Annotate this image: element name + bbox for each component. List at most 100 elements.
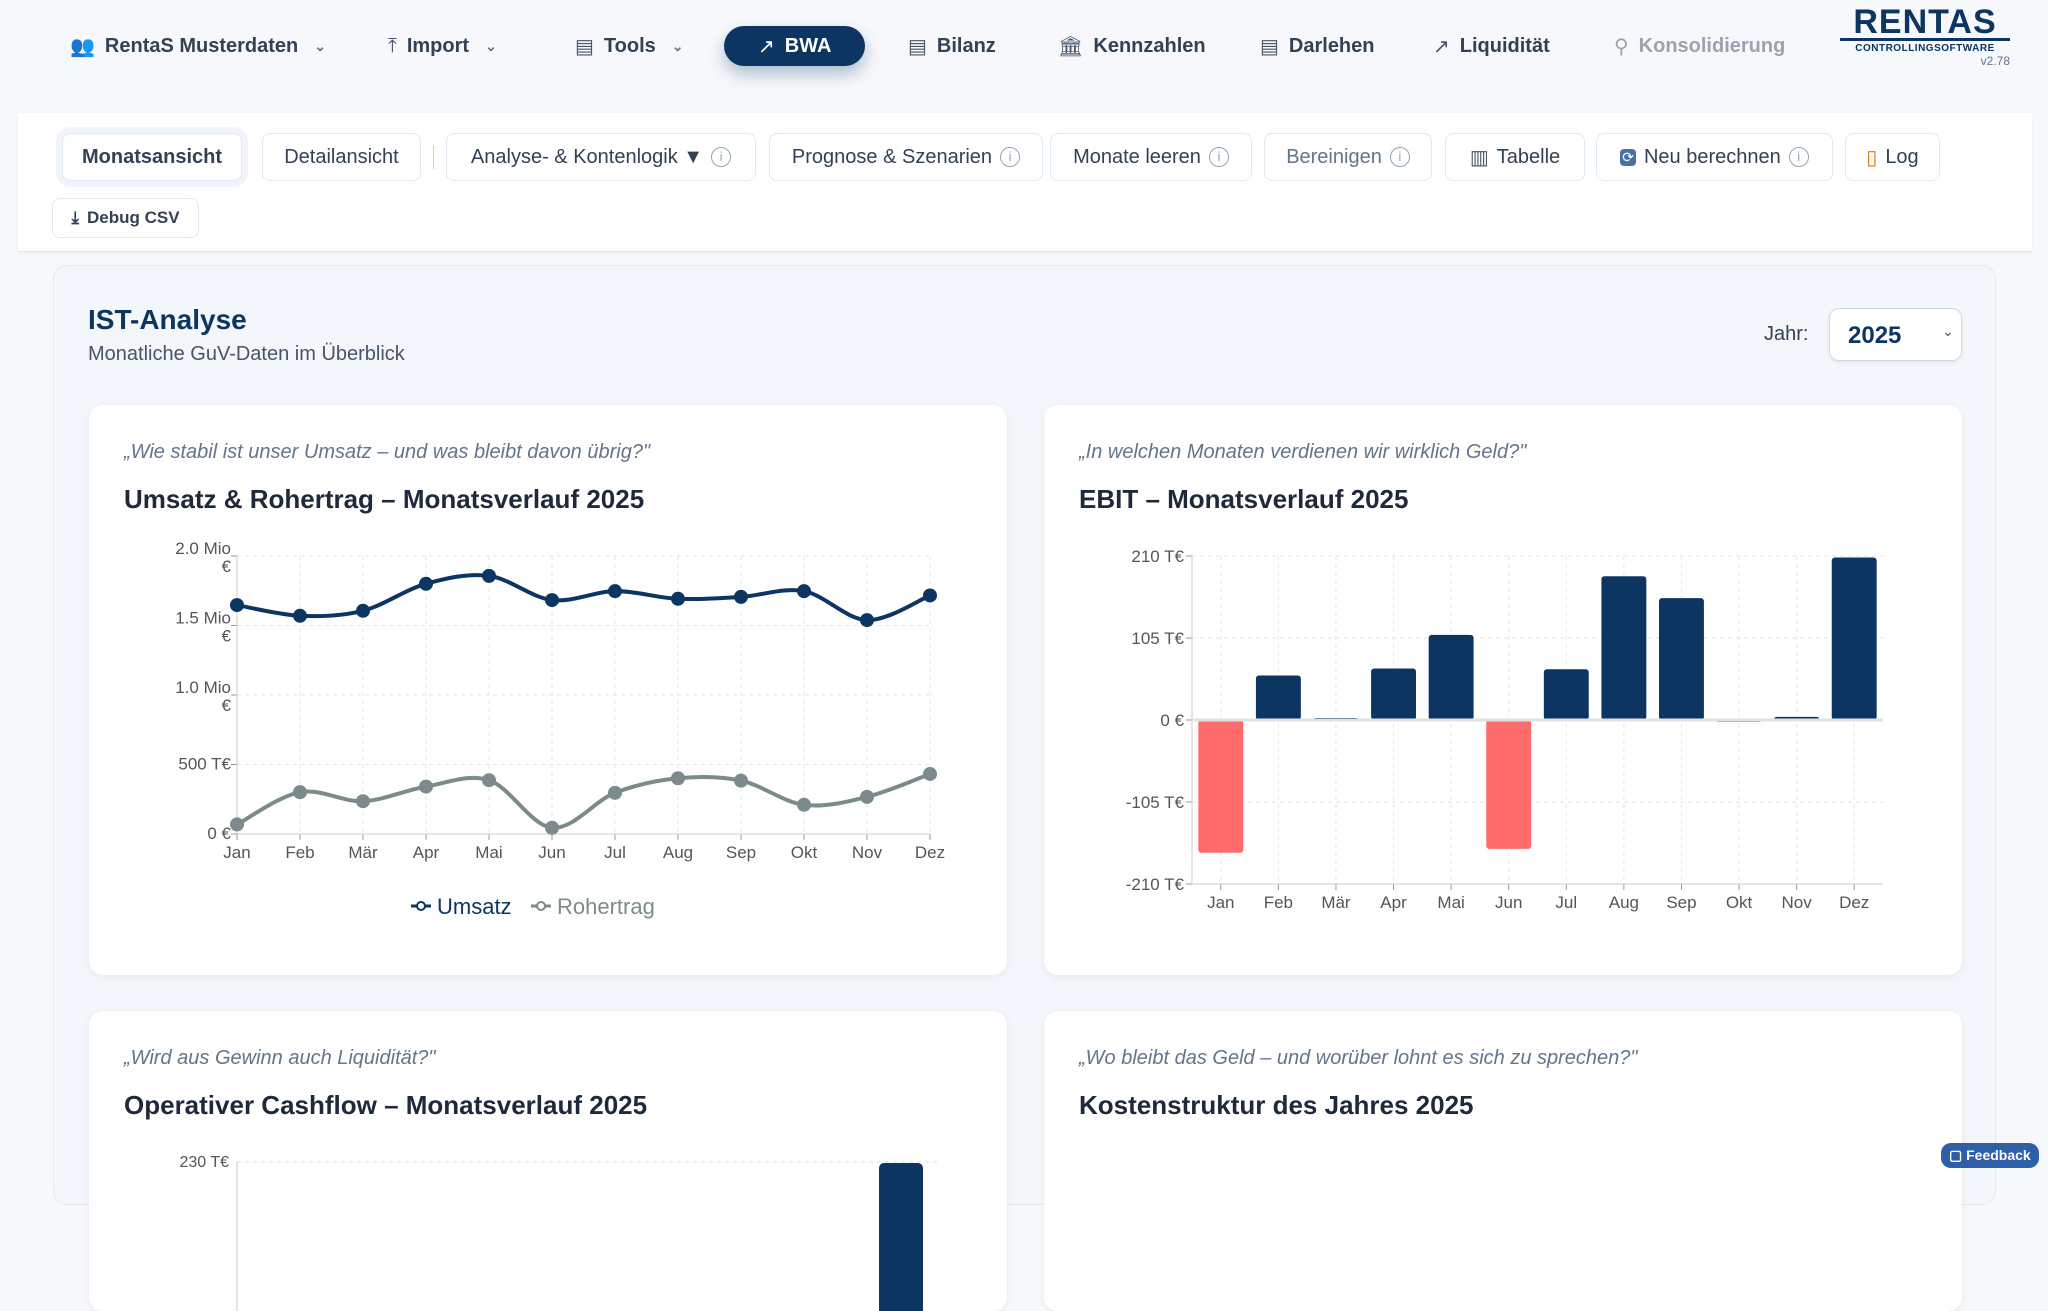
info-icon[interactable]: i bbox=[1389, 147, 1410, 167]
nav-item-liquidität[interactable]: ↗ Liquidität bbox=[1433, 26, 1550, 66]
y-tick-label: 105 T€ bbox=[1131, 629, 1184, 648]
calculator-icon: ▤ bbox=[575, 35, 594, 58]
neu-berechnen-button[interactable]: ⟳ Neu berechnen i bbox=[1596, 133, 1833, 181]
nav-label: RentaS Musterdaten bbox=[104, 34, 299, 57]
analyse-kontenlogik-button[interactable]: Analyse- & Kontenlogik ▼ i bbox=[446, 133, 756, 181]
data-point bbox=[356, 603, 370, 618]
data-point bbox=[293, 608, 307, 623]
bar bbox=[879, 1163, 923, 1311]
y-tick-label: 230 T€ bbox=[179, 1154, 229, 1171]
cashflow-chart: 230 T€ bbox=[179, 1154, 939, 1311]
tabelle-button[interactable]: ▥ Tabelle bbox=[1445, 133, 1585, 181]
calculator-icon: ▤ bbox=[1260, 35, 1279, 58]
version-label: v2.78 bbox=[1980, 54, 2010, 68]
nav-label: Kennzahlen bbox=[1093, 34, 1206, 57]
bereinigen-button[interactable]: Bereinigen i bbox=[1264, 133, 1432, 181]
route-icon: ⚲ bbox=[1614, 35, 1629, 58]
info-icon[interactable]: i bbox=[1208, 147, 1229, 167]
data-point bbox=[545, 820, 559, 835]
data-point bbox=[230, 817, 244, 832]
series-line-rohertrag bbox=[236, 772, 931, 830]
data-point bbox=[734, 589, 748, 604]
info-icon[interactable]: i bbox=[1000, 147, 1021, 167]
legend-umsatz: Umsatz bbox=[437, 894, 512, 919]
bar-aug bbox=[1601, 576, 1647, 720]
nav-item-darlehen[interactable]: ▤ Darlehen bbox=[1260, 26, 1375, 66]
card-title: Kostenstruktur des Jahres 2025 bbox=[1079, 1090, 1474, 1120]
button-label: Debug CSV bbox=[86, 208, 180, 227]
users-icon: 👥 bbox=[70, 35, 95, 58]
card-quote: „Wo bleibt das Geld – und worüber lohnt … bbox=[1079, 1047, 1638, 1069]
x-tick-label: Apr bbox=[1380, 893, 1407, 912]
button-label: Prognose & Szenarien bbox=[791, 145, 993, 168]
x-tick-label: Okt bbox=[1726, 893, 1753, 912]
card-quote: „Wie stabil ist unser Umsatz – und was b… bbox=[124, 441, 651, 463]
data-point bbox=[356, 794, 370, 809]
x-tick-label: Sep bbox=[1666, 893, 1696, 912]
legend-icon bbox=[416, 901, 426, 911]
x-tick-label: Jul bbox=[1555, 893, 1577, 912]
data-point bbox=[671, 591, 685, 606]
trend-up-icon: ↗ bbox=[1433, 35, 1450, 58]
nav-label: Import bbox=[406, 34, 470, 57]
button-label: Analyse- & Kontenlogik ▼ bbox=[470, 145, 704, 168]
debug-csv-button[interactable]: ⤓ Debug CSV bbox=[52, 198, 199, 238]
prognose-szenarien-button[interactable]: Prognose & Szenarien i bbox=[769, 133, 1043, 181]
x-tick-label: Jan bbox=[223, 843, 250, 862]
x-tick-label: Apr bbox=[413, 843, 440, 862]
y-tick-label: 0 € bbox=[207, 824, 231, 843]
umsatz-rohertrag-card: „Wie stabil ist unser Umsatz – und was b… bbox=[89, 405, 1007, 975]
nav-item-konsolidierung[interactable]: ⚲ Konsolidierung bbox=[1614, 26, 1785, 66]
data-point bbox=[545, 593, 559, 608]
button-label: Neu berechnen bbox=[1643, 145, 1781, 168]
x-tick-label: Dez bbox=[915, 843, 945, 862]
y-tick-label: € bbox=[222, 627, 232, 646]
button-label: Detailansicht bbox=[284, 145, 399, 168]
legend-icon bbox=[536, 901, 546, 911]
nav-item-bilanz[interactable]: ▤ Bilanz bbox=[908, 26, 996, 66]
divider bbox=[433, 145, 434, 169]
page-title: IST-Analyse bbox=[88, 304, 247, 335]
info-icon[interactable]: i bbox=[711, 147, 732, 167]
y-tick-label: -210 T€ bbox=[1126, 875, 1185, 894]
bar-chart-icon: ▥ bbox=[1469, 146, 1489, 169]
log-button[interactable]: ▯ Log bbox=[1845, 133, 1940, 181]
monatsansicht-button[interactable]: Monatsansicht bbox=[62, 133, 242, 181]
ebit-chart: Jan Feb Mär Apr Mai Jun Jul Aug Sep Okt Nov Dez 210 … bbox=[1126, 547, 1883, 912]
bar-sep bbox=[1659, 598, 1704, 720]
y-tick-label: 500 T€ bbox=[178, 755, 231, 774]
data-point bbox=[608, 785, 622, 800]
logo-wordmark: RENTAS bbox=[1840, 5, 2010, 41]
bar-apr bbox=[1371, 668, 1416, 720]
monate-leeren-button[interactable]: Monate leeren i bbox=[1050, 133, 1252, 181]
nav-item-tools[interactable]: ▤ Tools ⌄ bbox=[575, 26, 684, 66]
year-label: Jahr: bbox=[1764, 323, 1809, 345]
bar-jan bbox=[1198, 720, 1244, 853]
nav-item-kennzahlen[interactable]: 🏛 Kennzahlen bbox=[1058, 26, 1206, 66]
detailansicht-button[interactable]: Detailansicht bbox=[262, 133, 421, 181]
card-title: Umsatz & Rohertrag – Monatsverlauf 2025 bbox=[124, 484, 645, 514]
data-point bbox=[293, 785, 307, 800]
x-tick-label: Mär bbox=[1321, 893, 1351, 912]
data-point bbox=[671, 771, 685, 786]
umsatz-rohertrag-chart: Jan Feb Mär Apr Mai Jun Jul Aug Sep Okt Nov Dez 0 € 5… bbox=[175, 539, 945, 919]
button-label: Monatsansicht bbox=[81, 145, 223, 168]
data-point bbox=[923, 766, 937, 781]
logo-tagline: CONTROLLINGSOFTWARE bbox=[1855, 43, 1995, 54]
year-value: 2025 bbox=[1848, 322, 1902, 349]
chevron-down-icon: ⌄ bbox=[314, 37, 327, 54]
nav-item-import[interactable]: ⤒ Import ⌄ bbox=[388, 26, 497, 66]
card-quote: „Wird aus Gewinn auch Liquidität?" bbox=[124, 1047, 436, 1069]
bar-dez bbox=[1831, 557, 1877, 720]
nav-item-bwa[interactable]: ↗ BWA bbox=[724, 26, 866, 66]
x-tick-label: Nov bbox=[852, 843, 883, 862]
x-tick-label: Aug bbox=[663, 843, 693, 862]
year-select[interactable]: 2025 ⌄ bbox=[1829, 308, 1962, 361]
feedback-button[interactable]: ▢ Feedback bbox=[1941, 1143, 2039, 1168]
y-tick-label: € bbox=[222, 557, 232, 576]
info-icon[interactable]: i bbox=[1788, 147, 1809, 167]
series-line-umsatz bbox=[236, 573, 931, 623]
button-label: Tabelle bbox=[1496, 145, 1561, 168]
nav-item-rentas-musterdaten[interactable]: 👥 RentaS Musterdaten ⌄ bbox=[70, 26, 326, 66]
main-panel: IST-Analyse Monatliche GuV-Daten im Über… bbox=[53, 265, 1996, 1311]
